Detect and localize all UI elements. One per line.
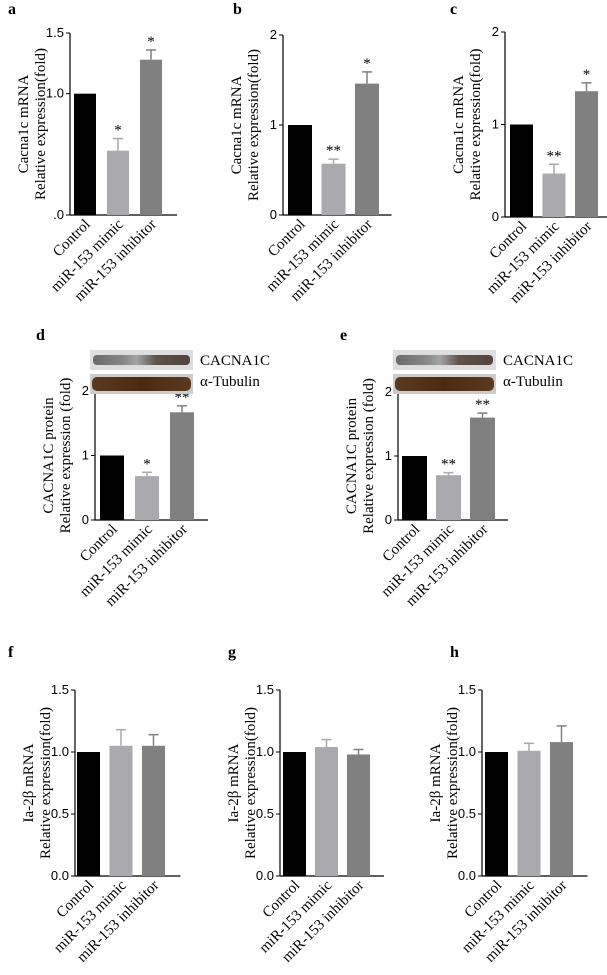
panel-letter: f [8,644,14,661]
y-tick-label: 0.5 [256,806,274,821]
blot-band [93,355,190,365]
y-tick-label: 1.0 [256,744,274,759]
y-tick-label: 2 [492,24,499,39]
y-axis-label: Relative expression(fold) [445,707,461,859]
panel-letter: g [228,644,236,661]
y-tick-label: 1 [270,117,277,132]
bar [542,173,566,217]
significance: * [114,123,122,139]
bar [517,750,541,876]
panel-letter: c [450,1,457,18]
bar [347,754,370,876]
y-tick-label: 2 [270,27,277,42]
significance: * [147,34,155,50]
y-tick-label: 0.0 [51,868,69,883]
y-axis-label: Cacna1c mRNA [229,75,245,174]
y-axis-label: Relative expression(fold) [33,48,49,200]
y-axis-label: Ia-2β mRNA [21,743,37,822]
y-axis-label: Relative expression(fold) [468,48,484,200]
y-tick-label: 0.5 [458,806,476,821]
y-tick-label: 1.0 [458,744,476,759]
y-tick-label: 0.5 [51,806,69,821]
panel-letter: e [340,327,347,344]
bar [321,163,346,215]
bar [170,412,194,520]
significance: ** [441,457,456,473]
significance: ** [547,148,562,164]
y-tick-label: 1 [385,448,392,463]
y-tick-label: 1.5 [51,682,69,697]
panel-letter: d [36,327,45,344]
y-tick-label: 1.0 [51,744,69,759]
y-tick-label: 2 [385,384,392,399]
bar [510,124,533,217]
y-tick-label: 1.5 [256,682,274,697]
y-axis-label: Relative expression (fold) [58,378,74,534]
y-tick-label: 1.5 [46,25,64,40]
y-axis-label: Relative expression(fold) [243,707,259,859]
bar [550,742,573,876]
blot-band [395,377,494,391]
y-tick-label: 2 [82,383,89,398]
y-axis-label: CACNA1C protein [41,397,57,514]
bar [402,456,427,520]
y-axis-label: Cacna1c mRNA [16,74,32,173]
bar [470,417,495,520]
bar [575,91,598,217]
significance: * [363,56,371,72]
bar [77,752,100,876]
significance: ** [475,397,490,413]
y-axis-label: Relative expression(fold) [246,49,262,201]
significance: * [583,67,591,83]
y-tick-label: 0.0 [458,868,476,883]
bar [315,747,338,876]
bar [485,752,508,876]
blot-label: α-Tubulin [503,374,563,390]
bar [74,93,96,215]
bar [140,59,162,216]
blot-band [92,377,191,391]
y-tick-label: 1 [492,117,499,132]
y-axis-label: Ia-2β mRNA [226,743,242,822]
y-axis-label: Relative expression(fold) [38,707,54,859]
bar [100,455,124,520]
y-tick-label: 0 [82,512,89,527]
y-tick-label: 0 [492,209,499,224]
y-tick-label: 1.5 [458,682,476,697]
bar [107,150,129,215]
blot-label: CACNA1C [503,353,573,369]
y-tick-label: 0 [270,207,277,222]
y-tick-label: 0 [385,512,392,527]
bar [283,752,306,876]
y-tick-label: 0.0 [256,868,274,883]
panel-letter: a [8,1,16,18]
bar [135,476,159,520]
bar [109,745,133,876]
y-tick-label: 1.0 [46,86,64,101]
panel-letter: b [233,1,242,18]
blot-label: α-Tubulin [200,374,260,390]
y-axis-label: Relative expression (fold) [361,378,377,534]
y-axis-label: Ia-2β mRNA [428,743,444,822]
y-axis-label: CACNA1C protein [344,397,360,514]
significance: * [143,456,151,472]
blot-band [396,355,493,365]
panel-letter: h [450,644,459,661]
significance: ** [326,143,341,159]
bar [436,475,461,520]
bar [355,83,379,215]
y-axis-label: Cacna1c mRNA [451,75,467,174]
blot-label: CACNA1C [200,353,270,369]
y-tick-label: 1 [82,448,89,463]
bar [288,125,312,215]
y-tick-label: .0 [53,207,64,222]
bar [142,745,165,876]
